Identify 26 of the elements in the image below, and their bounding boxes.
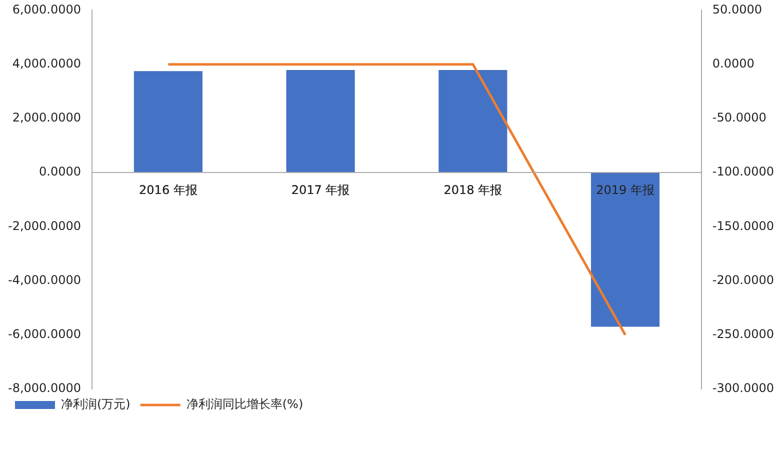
y-tick-label: -2,000.0000 <box>8 218 82 233</box>
x-tick-label: 2016 年报 <box>139 182 198 197</box>
x-tick-label: 2017 年报 <box>291 182 350 197</box>
y-tick-label: 2,000.0000 <box>12 110 82 125</box>
bar <box>590 172 660 327</box>
y-tick-label: -4,000.0000 <box>8 272 82 287</box>
y2-tick-label: 0.0000 <box>712 56 754 70</box>
y-tick-label: 4,000.0000 <box>12 56 82 70</box>
y2-tick-label: -100.0000 <box>712 164 774 179</box>
x-tick-label: 2019 年报 <box>596 182 654 197</box>
y-tick-label: -6,000.0000 <box>8 327 82 342</box>
legend-label: 净利润同比增长率(%) <box>186 397 304 412</box>
y2-tick-label: -50.0000 <box>712 110 766 125</box>
bar <box>438 70 508 173</box>
y2-tick-label: -200.0000 <box>712 272 774 287</box>
y-tick-label: -8,000.0000 <box>8 381 82 396</box>
bar <box>286 70 355 173</box>
y2-tick-label: -250.0000 <box>712 327 774 342</box>
y-tick-label: 0.0000 <box>39 164 82 179</box>
y-tick-label: 6,000.0000 <box>12 2 82 16</box>
x-tick-label: 2018 年报 <box>444 182 502 197</box>
bar <box>134 71 202 173</box>
y2-tick-label: -300.0000 <box>712 381 774 396</box>
y2-tick-label: 50.0000 <box>712 2 762 16</box>
y2-tick-label: -150.0000 <box>712 218 774 233</box>
legend-label: 净利润(万元) <box>61 397 130 412</box>
